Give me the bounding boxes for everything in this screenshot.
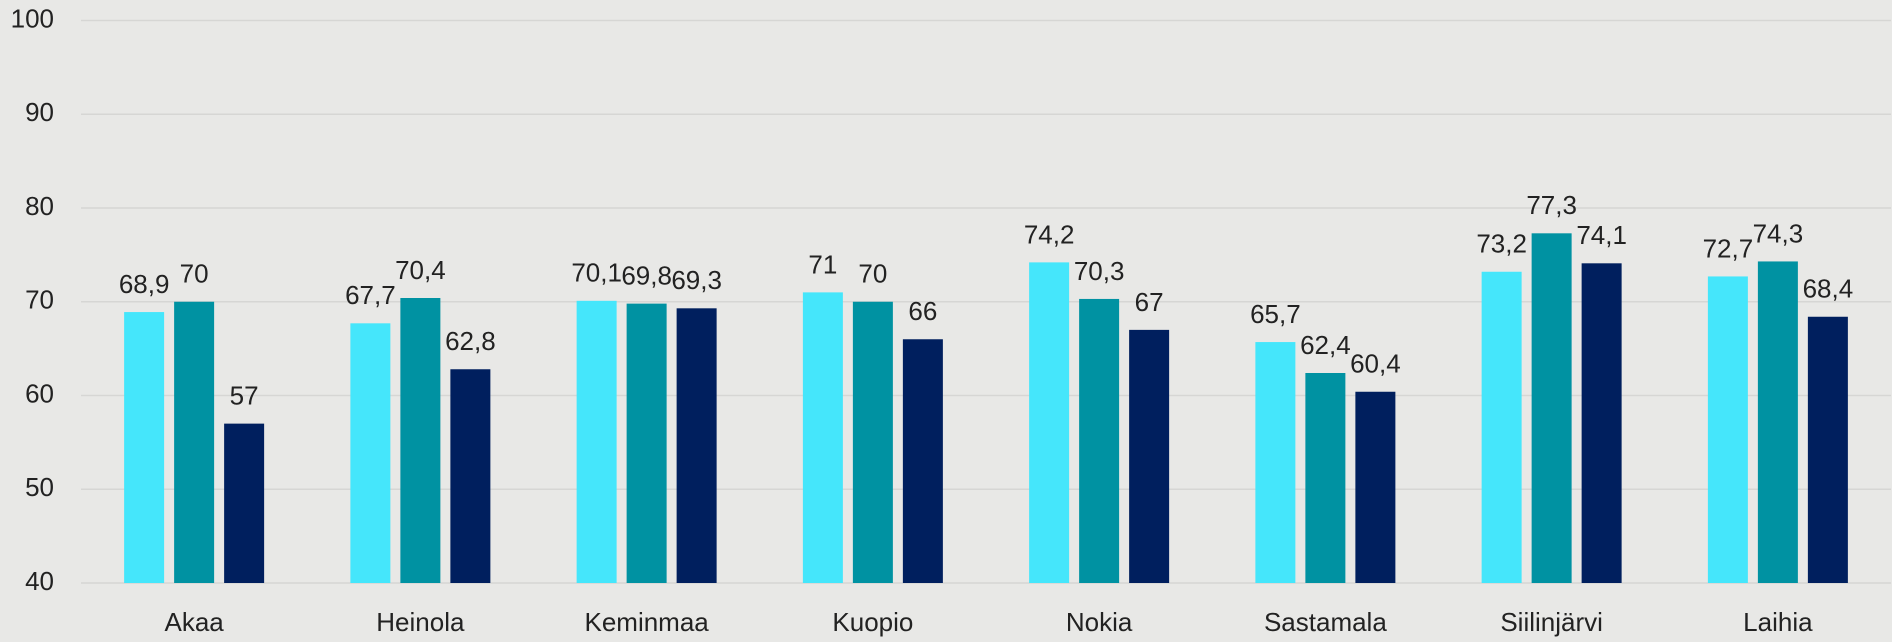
bar (802, 292, 843, 583)
data-label: 65,7 (1250, 299, 1301, 329)
data-label: 72,7 (1703, 233, 1754, 263)
data-label: 60,4 (1350, 349, 1401, 379)
y-tick-label: 60 (25, 378, 54, 408)
y-tick-label: 80 (25, 191, 54, 221)
data-label: 57 (230, 381, 259, 411)
bar (1129, 329, 1170, 583)
data-label: 70 (180, 259, 209, 289)
data-label: 70 (858, 259, 887, 289)
x-tick-label: Heinola (376, 607, 465, 637)
data-label: 71 (808, 249, 837, 279)
data-label: 66 (908, 296, 937, 326)
y-tick-label: 90 (25, 97, 54, 127)
bar (1707, 276, 1748, 583)
bar (1581, 263, 1622, 583)
data-label: 77,3 (1526, 190, 1577, 220)
bar (852, 301, 893, 583)
data-label: 67,7 (345, 280, 396, 310)
bar (350, 323, 391, 583)
x-tick-label: Keminmaa (584, 607, 709, 637)
data-label: 70,4 (395, 255, 446, 285)
bar (576, 300, 617, 583)
y-tick-label: 40 (25, 566, 54, 596)
bar (1531, 233, 1572, 583)
data-label: 68,4 (1803, 274, 1854, 304)
x-tick-label: Akaa (164, 607, 224, 637)
data-label: 73,2 (1476, 229, 1527, 259)
bar (1079, 298, 1120, 583)
data-label: 68,9 (119, 269, 170, 299)
x-tick-label: Sastamala (1264, 607, 1387, 637)
bar (676, 308, 717, 583)
bar (1305, 373, 1346, 583)
bar (400, 298, 441, 583)
data-label: 69,8 (621, 261, 672, 291)
data-label: 67 (1135, 287, 1164, 317)
bar (1029, 262, 1070, 583)
y-tick-label: 70 (25, 285, 54, 315)
x-tick-label: Siilinjärvi (1500, 607, 1603, 637)
bar (1807, 316, 1848, 583)
data-label: 62,8 (445, 326, 496, 356)
data-label: 62,4 (1300, 330, 1351, 360)
bar (174, 301, 215, 583)
x-tick-label: Nokia (1066, 607, 1133, 637)
data-label: 70,1 (571, 258, 622, 288)
data-label: 74,3 (1753, 218, 1804, 248)
data-label: 74,2 (1024, 219, 1075, 249)
data-label: 69,3 (671, 265, 722, 295)
bar (224, 423, 265, 583)
bar (902, 339, 943, 583)
data-label: 70,3 (1074, 256, 1125, 286)
bar (1255, 342, 1296, 583)
bar (1481, 271, 1522, 583)
bar (626, 303, 667, 583)
y-tick-label: 50 (25, 472, 54, 502)
bar (1757, 261, 1798, 583)
bar (1355, 391, 1396, 583)
x-tick-label: Laihia (1743, 607, 1813, 637)
data-label: 74,1 (1576, 220, 1627, 250)
bar (450, 369, 491, 583)
bar (124, 312, 165, 583)
x-tick-label: Kuopio (832, 607, 913, 637)
y-tick-label: 100 (11, 3, 54, 33)
